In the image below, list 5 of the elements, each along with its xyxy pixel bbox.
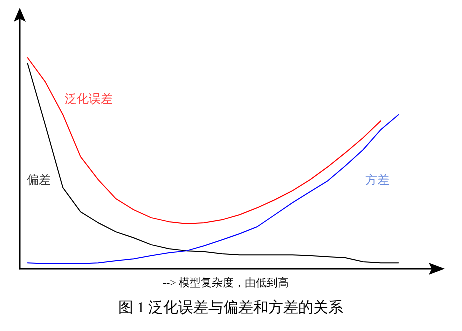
series-label: 方差 xyxy=(365,172,390,187)
series-label: 偏差 xyxy=(27,172,52,187)
x-axis-title: --> 模型复杂度，由低到高 xyxy=(162,276,290,290)
text: 图 1 泛化误差与偏差和方差的关系 xyxy=(118,300,344,316)
series-label: 泛化误差 xyxy=(65,92,114,106)
